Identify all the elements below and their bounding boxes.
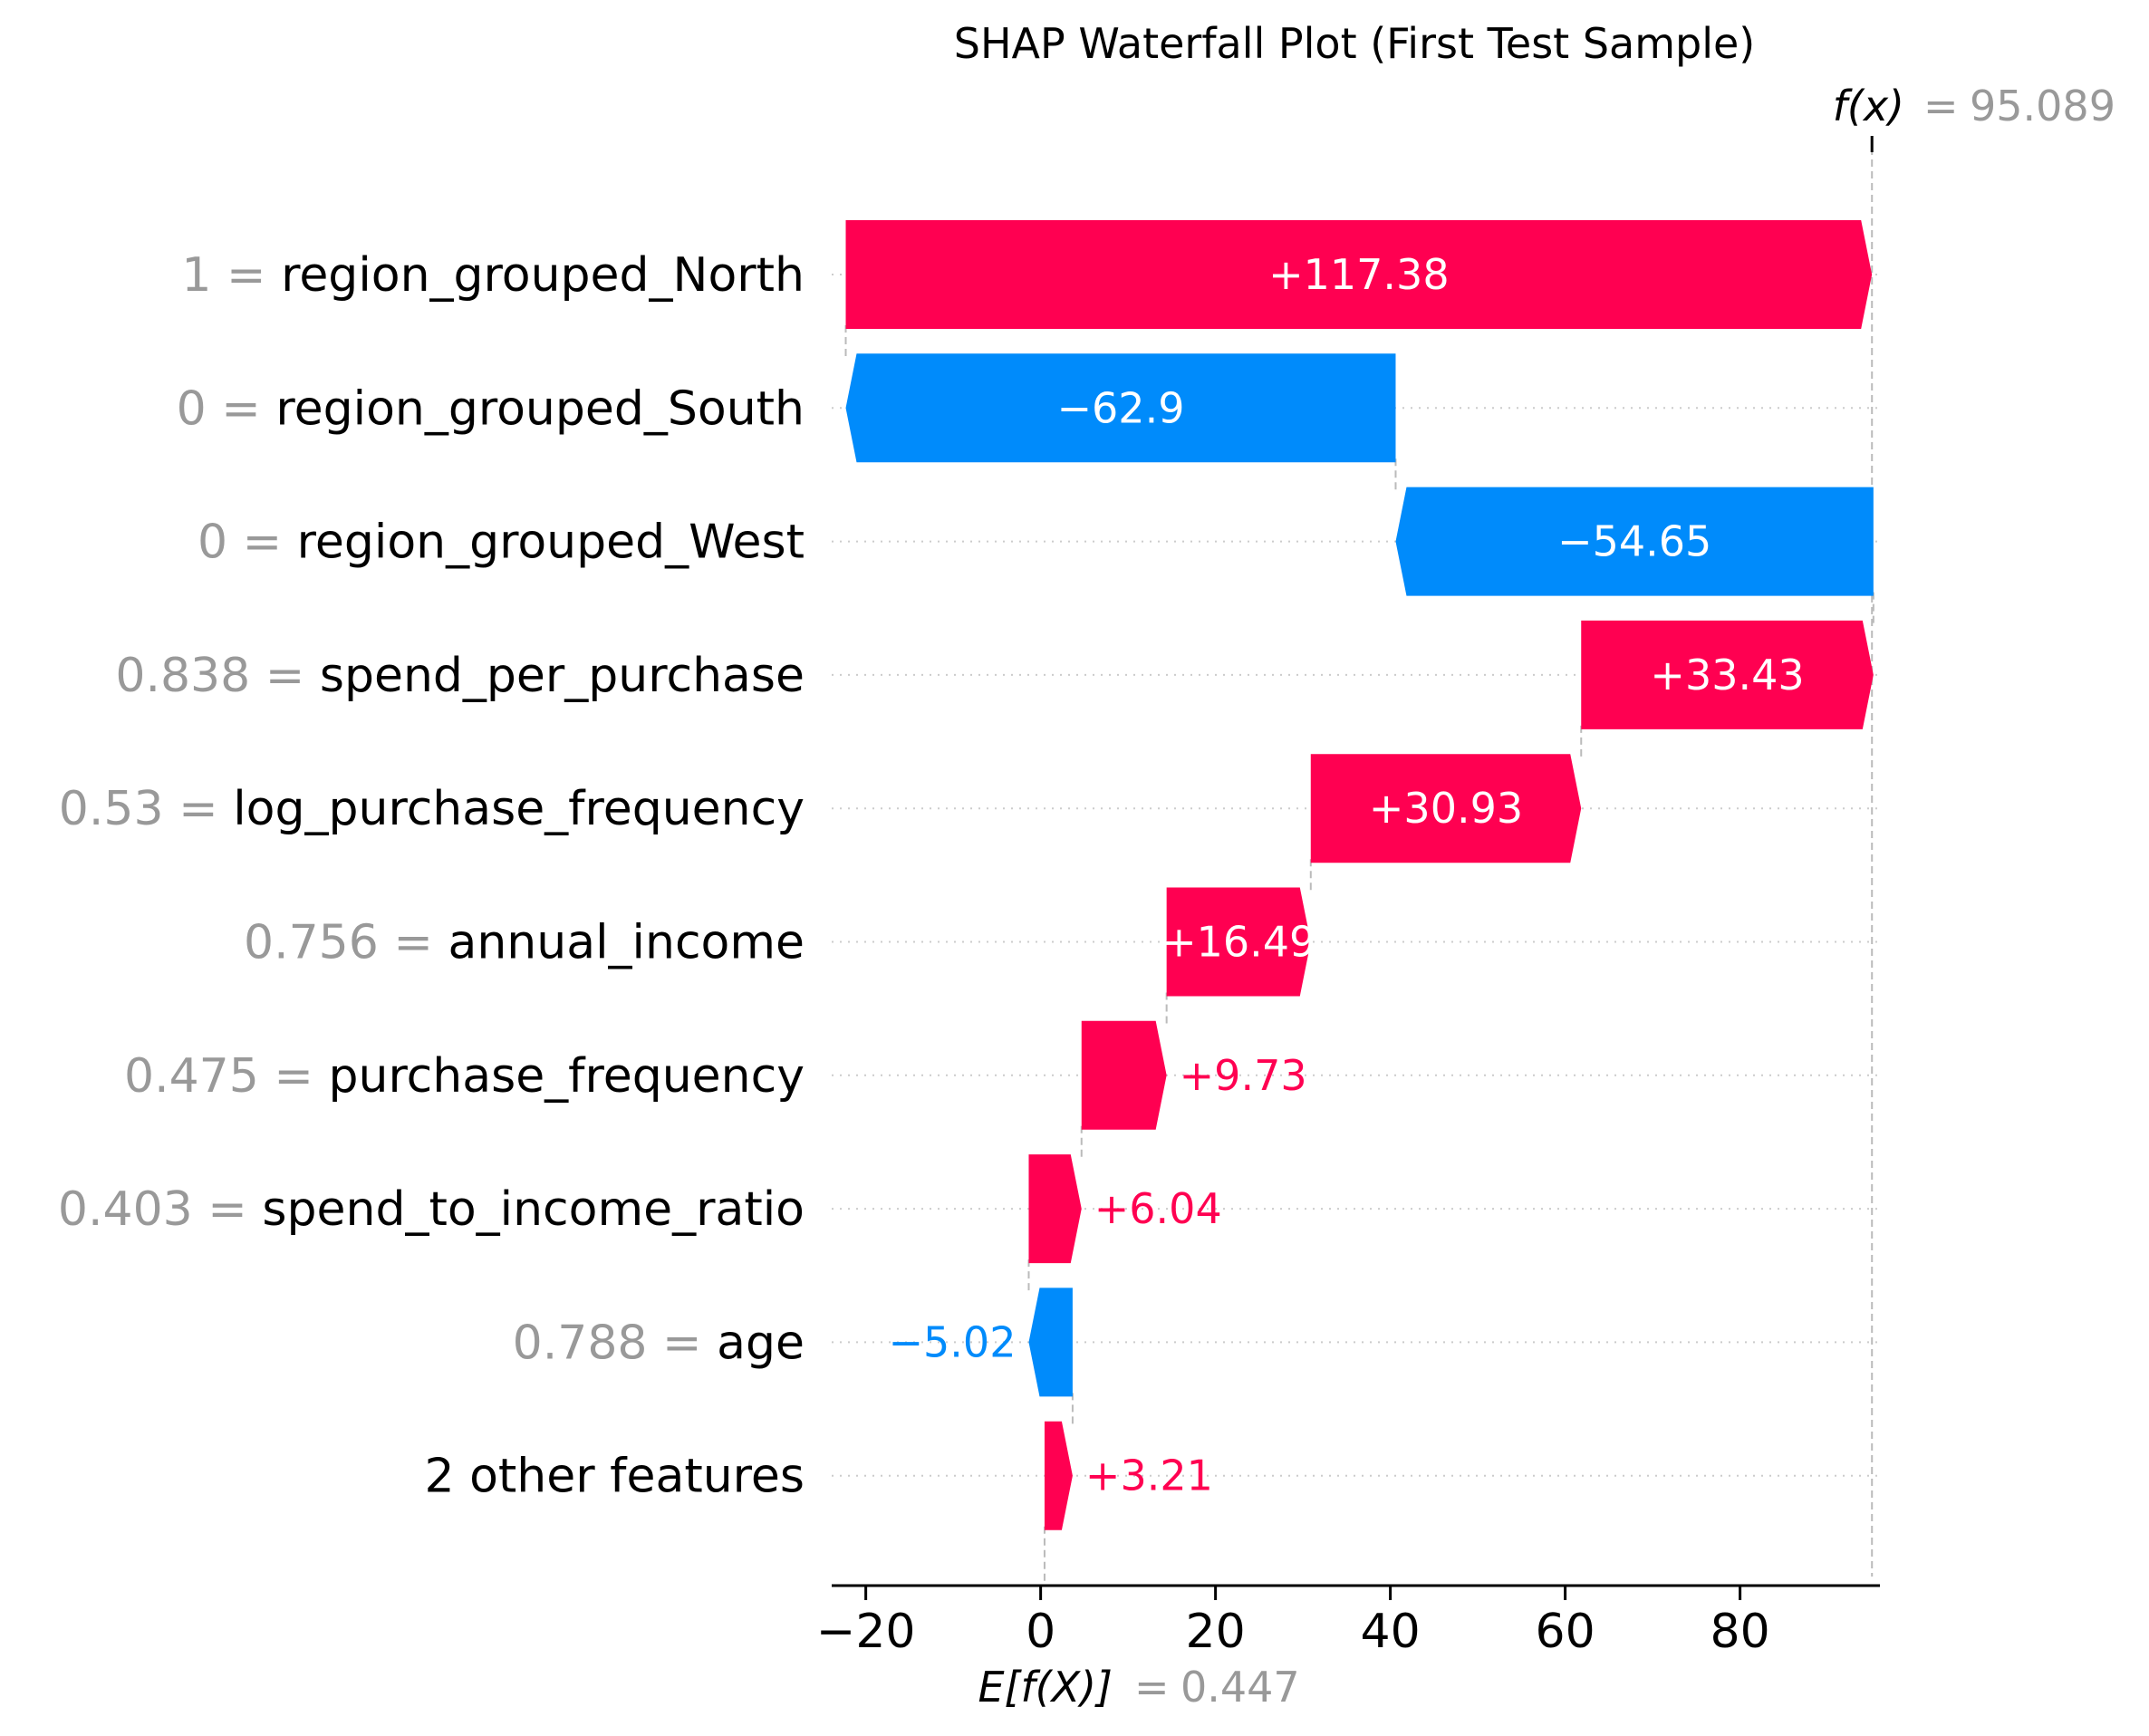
x-tick-label: 60: [1536, 1605, 1595, 1659]
feature-name: spend_per_purchase: [320, 649, 805, 703]
x-tick-label: 80: [1711, 1605, 1770, 1659]
feature-label: 0.53 = log_purchase_frequency: [59, 782, 805, 836]
feature-value: 0.403 =: [58, 1182, 263, 1237]
feature-value: 0 =: [177, 381, 276, 436]
feature-label: 1 = region_grouped_North: [181, 248, 805, 303]
x-axis: −20 0 20 40 60 80: [816, 1584, 1880, 1659]
feature-value: 0.756 =: [244, 916, 448, 970]
feature-labels: 1 = region_grouped_North 0 = region_group…: [58, 248, 805, 1504]
waterfall-bar: [1581, 620, 1874, 729]
feature-label: 2 other features: [424, 1450, 805, 1504]
bar-value-label: +33.43: [1650, 651, 1804, 699]
feature-label: 0 = region_grouped_West: [198, 516, 805, 570]
waterfall-bar: [1166, 887, 1311, 997]
waterfall-bar: [1310, 754, 1582, 863]
feature-value: 0.838 =: [115, 649, 320, 703]
bar-value-label: −54.65: [1557, 517, 1711, 566]
feature-name: annual_income: [448, 916, 805, 970]
feature-value: 0.788 =: [513, 1316, 718, 1370]
feature-label: 0.756 = annual_income: [244, 916, 805, 970]
feature-label: 0.475 = purchase_frequency: [124, 1049, 805, 1104]
connector-lines: [844, 136, 1874, 1586]
base-value-footer: E[f(X)] = 0.447: [978, 1663, 1299, 1712]
feature-name: region_grouped_West: [297, 516, 805, 570]
waterfall-bar: [1028, 1288, 1073, 1397]
x-tick-label: 20: [1186, 1605, 1246, 1659]
feature-name: region_grouped_South: [275, 381, 805, 436]
bar-value-label: +3.21: [1085, 1451, 1213, 1500]
feature-name: log_purchase_frequency: [233, 782, 805, 836]
feature-value: 0 =: [198, 516, 297, 570]
x-tick-label: −20: [816, 1605, 916, 1659]
waterfall-bar: [1395, 487, 1874, 596]
fx-header: f(x) = 95.089: [1833, 82, 2115, 130]
feature-name: age: [717, 1316, 805, 1370]
fx-equals: =: [1923, 82, 1959, 130]
bar-value-label: +6.04: [1094, 1184, 1222, 1233]
feature-label: 0 = region_grouped_South: [177, 381, 805, 436]
feature-value: 1 =: [181, 248, 281, 303]
waterfall-bar: [1044, 1421, 1073, 1530]
x-tick-label: 40: [1361, 1605, 1421, 1659]
waterfall-bar: [1081, 1020, 1167, 1130]
feature-value: 0.53 =: [59, 782, 233, 836]
bar-value-label: −62.9: [1057, 383, 1185, 432]
bar-value-label: −5.02: [889, 1317, 1017, 1366]
bar-value-label: +16.49: [1161, 918, 1315, 967]
feature-label: 0.838 = spend_per_purchase: [115, 649, 805, 703]
feature-name: purchase_frequency: [328, 1049, 805, 1104]
feature-label: 0.788 = age: [513, 1316, 805, 1370]
waterfall-bar: [845, 353, 1396, 463]
bar-value-label: +30.93: [1369, 784, 1523, 833]
fx-value: 95.089: [1970, 82, 2115, 130]
feature-name: 2 other features: [424, 1450, 805, 1504]
waterfall-bar: [1028, 1154, 1082, 1264]
waterfall-bars: [845, 220, 1874, 1530]
fx-label: f(x): [1833, 82, 1904, 130]
x-tick-label: 0: [1026, 1605, 1055, 1659]
base-value: 0.447: [1181, 1663, 1300, 1712]
feature-name: spend_to_income_ratio: [262, 1182, 805, 1237]
bar-value-labels: +117.38 −62.9 −54.65 +33.43 +30.93 +16.49 +9.7…: [889, 250, 1805, 1500]
base-value-equals: =: [1134, 1663, 1170, 1712]
chart-title: SHAP Waterfall Plot (First Test Sample): [954, 19, 1756, 68]
bar-value-label: +117.38: [1268, 250, 1450, 299]
feature-label: 0.403 = spend_to_income_ratio: [58, 1182, 805, 1237]
waterfall-bar: [845, 220, 1873, 329]
feature-value: 0.475 =: [124, 1049, 329, 1104]
base-value-label: E[f(X)]: [978, 1663, 1113, 1712]
bar-value-label: +9.73: [1180, 1051, 1307, 1100]
feature-name: region_grouped_North: [281, 248, 805, 303]
